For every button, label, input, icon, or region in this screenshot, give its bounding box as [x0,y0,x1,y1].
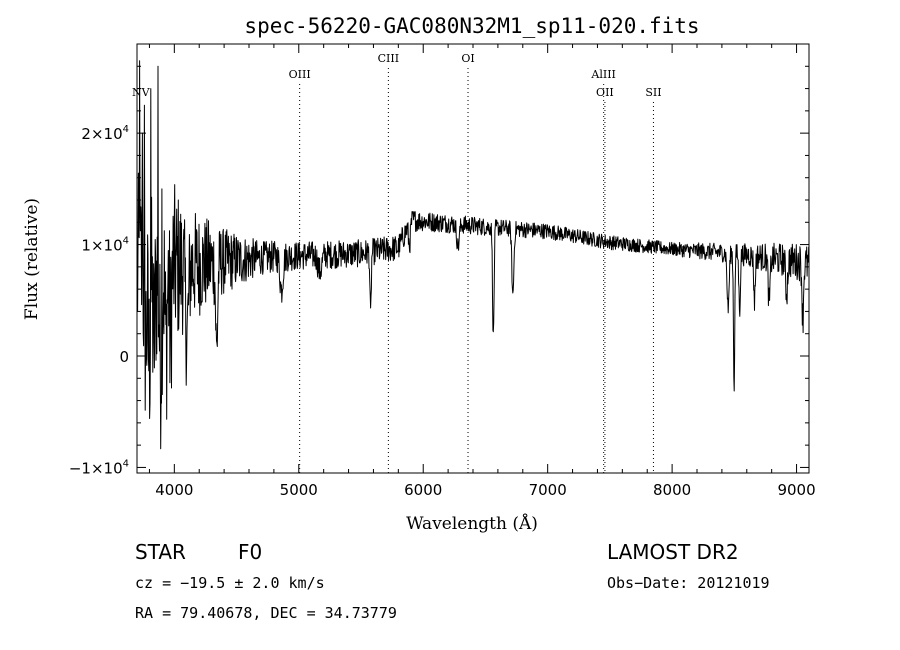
line-label-oiii: OIII [289,68,311,81]
subclass-label: F0 [238,540,263,564]
y-tick-label: 2×104 [81,124,129,143]
line-label-sii: SII [645,86,661,99]
y-axis-label: Flux (relative) [22,198,42,320]
flux-series [136,60,810,450]
x-tick-label: 6000 [404,481,442,499]
line-label-nv: NV [132,86,151,99]
object-type-label: STAR [135,540,186,564]
line-label-ciii: CIII [378,52,399,65]
axis-ticks [137,44,809,473]
velocity-label: cz = −19.5 ± 2.0 km/s [135,574,325,592]
x-tick-label: 8000 [653,481,691,499]
line-label-oii: OII [596,86,614,99]
y-tick-label: 0 [119,348,129,366]
y-tick-label: −1×104 [69,458,129,477]
tick-labels: 4000 5000 6000 7000 8000 9000 −1×104 0 1×104 2×10… [69,124,816,499]
x-tick-label: 7000 [529,481,567,499]
survey-label: LAMOST DR2 [607,540,739,564]
line-label-aliii: AlIII [590,68,616,81]
y-tick-label: 1×104 [81,236,129,255]
chart-title: spec-56220-GAC080N32M1_sp11-020.fits [244,14,699,38]
x-tick-label: 9000 [777,481,815,499]
line-markers: NV OIII CIII OI AlIII OII SII [132,52,662,473]
coords-label: RA = 79.40678, DEC = 34.73779 [135,604,397,622]
x-tick-label: 4000 [155,481,193,499]
obs-date-label: Obs−Date: 20121019 [607,574,770,592]
x-axis-label: Wavelength (Å) [406,513,538,534]
x-tick-label: 5000 [280,481,318,499]
flux-line [136,60,810,450]
line-label-oi: OI [461,52,474,65]
